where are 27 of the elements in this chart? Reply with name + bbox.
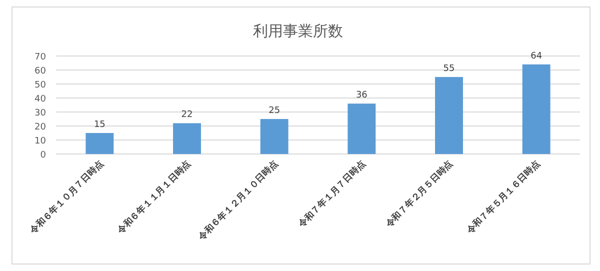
y-tick-label: 50 <box>34 80 46 90</box>
data-label: 15 <box>94 120 106 130</box>
x-tick-label: 令和７年５月１６日時点 <box>464 158 542 237</box>
bar <box>435 77 463 154</box>
data-label: 55 <box>443 64 455 74</box>
bar <box>348 104 376 154</box>
y-tick-label: 60 <box>34 66 46 76</box>
data-label: 22 <box>181 110 193 120</box>
x-tick-label: 令和７年１月７日時点 <box>296 158 368 230</box>
bar <box>86 133 114 154</box>
y-tick-label: 40 <box>34 94 46 104</box>
x-tick-label: 令和６年１２月１０日時点 <box>196 158 280 244</box>
chart-title: 利用事業所数 <box>253 22 343 40</box>
data-label: 36 <box>356 90 368 101</box>
bar <box>173 123 201 154</box>
y-tick-label: 20 <box>34 122 46 132</box>
y-tick-label: 10 <box>34 136 46 146</box>
x-tick-label: 令和７年２月５日時点 <box>382 158 456 230</box>
y-tick-label: 0 <box>40 150 46 160</box>
x-tick-label: 令和６年１１月１日時点 <box>114 158 194 237</box>
y-tick-label: 30 <box>34 108 46 118</box>
data-label: 64 <box>530 51 542 62</box>
x-tick-label: 令和６年１０月７日時点 <box>27 158 106 237</box>
bar <box>522 64 550 154</box>
y-tick-label: 70 <box>34 52 46 62</box>
bar <box>260 119 288 154</box>
data-label: 25 <box>268 106 280 116</box>
